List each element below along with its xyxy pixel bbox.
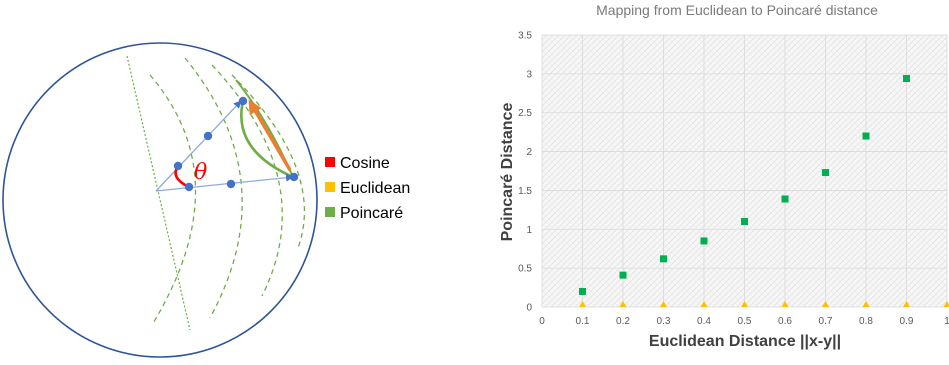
euclidean-point [862, 301, 870, 307]
y-tick-label: 3.5 [518, 31, 532, 42]
x-tick-label: 0.7 [819, 316, 833, 327]
euclidean-point [741, 301, 748, 307]
y-axis-label: Poincaré Distance [499, 103, 516, 242]
poincare-point [700, 237, 708, 245]
poincare-disk-boundary [2, 42, 318, 358]
distance-legend: Cosine Euclidean Poincaré [325, 155, 410, 222]
x-tick-label: 0.5 [738, 316, 752, 327]
poincare-point [619, 271, 627, 279]
legend-label-poincare: Poincaré [340, 205, 403, 222]
x-tick-label: 1 [944, 316, 949, 327]
point-lower-inner [184, 182, 194, 192]
euclidean-point [700, 301, 708, 307]
x-tick-label: 0.4 [697, 316, 711, 327]
point-upper-mid [203, 131, 213, 141]
scatter-chart: Mapping from Euclidean to Poincaré dista… [499, 2, 949, 350]
point-upper-outer [238, 96, 248, 106]
euclidean-point [579, 301, 586, 307]
point-upper-inner [173, 161, 183, 171]
x-tick-label: 0.9 [900, 316, 914, 327]
legend-swatch-cosine [325, 157, 335, 167]
x-tick-label: 0 [539, 316, 545, 327]
legend-label-euclidean: Euclidean [340, 180, 410, 197]
poincare-point [660, 255, 667, 263]
legend-label-cosine: Cosine [340, 155, 390, 172]
y-tick-label: 2 [526, 147, 532, 158]
diameter-geodesic [126, 55, 191, 331]
dashed-geodesic-2 [184, 57, 243, 319]
x-tick-label: 0.6 [778, 316, 792, 327]
x-tick-labels: 0 0.1 0.2 0.3 0.4 0.5 0.6 0.7 0.8 0.9 1 [539, 316, 949, 327]
y-tick-labels: 0 0.5 1 1.5 2 2.5 3 3.5 [518, 31, 532, 314]
euclidean-point [660, 301, 667, 307]
ray-lower [155, 173, 294, 192]
dashed-geodesic-3 [211, 64, 283, 297]
poincare-point [903, 75, 910, 83]
chart-title: Mapping from Euclidean to Poincaré dista… [596, 2, 878, 18]
y-tick-label: 0.5 [518, 264, 532, 275]
y-tick-label: 1 [526, 225, 532, 236]
x-tick-label: 0.8 [859, 316, 873, 327]
poincare-point [781, 195, 789, 203]
data-points [579, 75, 949, 307]
poincare-point [822, 169, 829, 177]
x-tick-label: 0.2 [616, 316, 630, 327]
theta-label: θ [194, 160, 207, 185]
ray-upper [155, 100, 242, 192]
poincare-point [579, 287, 586, 295]
legend-swatch-euclidean [325, 182, 335, 192]
x-axis-label: Euclidean Distance ||x-y|| [649, 333, 841, 350]
x-tick-label: 0.3 [657, 316, 671, 327]
poincare-point [862, 132, 870, 140]
y-tick-label: 0 [526, 303, 532, 314]
poincare-disk-diagram: θ [2, 42, 318, 358]
euclidean-point [903, 301, 910, 307]
euclidean-point [619, 301, 627, 307]
point-lower-outer [289, 172, 299, 182]
legend-swatch-poincare [325, 207, 335, 217]
poincare-geodesic-arc [240, 100, 294, 179]
euclidean-distance-arrow [248, 99, 292, 171]
poincare-point [741, 218, 748, 226]
euclidean-point [781, 301, 789, 307]
y-tick-label: 3 [526, 69, 532, 80]
y-tick-label: 1.5 [518, 186, 532, 197]
euclidean-point [822, 301, 829, 307]
euclidean-point [943, 301, 949, 307]
dashed-geodesic-1 [149, 74, 197, 326]
dashed-geodesic-4 [231, 74, 305, 249]
point-lower-mid [226, 179, 236, 189]
x-tick-label: 0.1 [576, 316, 590, 327]
y-tick-label: 2.5 [518, 108, 532, 119]
